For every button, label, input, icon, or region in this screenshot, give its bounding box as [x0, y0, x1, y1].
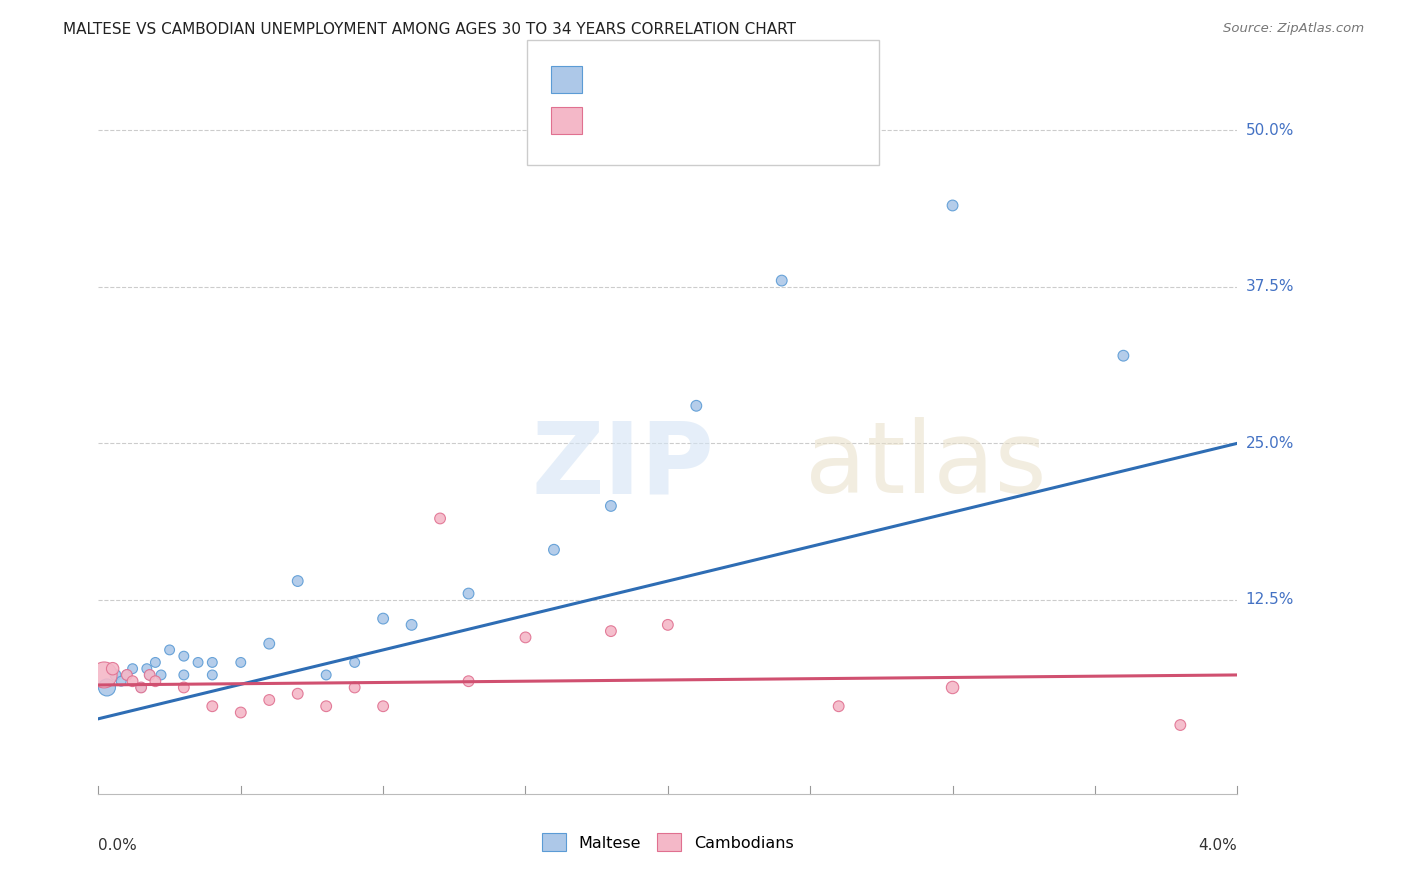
Text: 4.0%: 4.0% [1198, 838, 1237, 853]
Text: atlas: atlas [804, 417, 1046, 514]
Point [457, 674, 479, 689]
Point [315, 668, 337, 682]
Point [201, 656, 224, 670]
Point [315, 699, 337, 714]
Point [1112, 349, 1135, 363]
Point [93, 668, 115, 682]
Point [543, 542, 565, 557]
Point [135, 662, 157, 676]
Text: R = 0.403   N = 30: R = 0.403 N = 30 [591, 72, 747, 87]
Point [287, 687, 309, 701]
Point [600, 624, 623, 639]
Point [1170, 718, 1192, 732]
Text: ZIP: ZIP [531, 417, 714, 514]
Point [343, 656, 366, 670]
Point [121, 674, 143, 689]
Point [600, 499, 623, 513]
Text: 50.0%: 50.0% [1246, 123, 1294, 138]
Text: R = 0.059   N = 23: R = 0.059 N = 23 [591, 113, 747, 128]
Point [145, 674, 167, 689]
Point [115, 668, 138, 682]
Text: MALTESE VS CAMBODIAN UNEMPLOYMENT AMONG AGES 30 TO 34 YEARS CORRELATION CHART: MALTESE VS CAMBODIAN UNEMPLOYMENT AMONG … [63, 22, 796, 37]
Text: 12.5%: 12.5% [1246, 592, 1294, 607]
Point [371, 612, 394, 626]
Point [201, 699, 224, 714]
Point [287, 574, 309, 588]
Text: 0.0%: 0.0% [98, 838, 138, 853]
Point [96, 681, 118, 695]
Point [110, 674, 132, 689]
Point [942, 681, 965, 695]
Text: Source: ZipAtlas.com: Source: ZipAtlas.com [1223, 22, 1364, 36]
Point [229, 706, 252, 720]
Point [371, 699, 394, 714]
Point [187, 656, 209, 670]
Point [150, 668, 173, 682]
Point [121, 662, 143, 676]
Point [515, 631, 537, 645]
Point [173, 649, 195, 664]
Point [229, 656, 252, 670]
Point [657, 618, 679, 632]
Point [104, 668, 127, 682]
Point [101, 662, 124, 676]
Point [115, 668, 138, 682]
Point [457, 586, 479, 600]
Text: 25.0%: 25.0% [1246, 436, 1294, 450]
Point [159, 643, 181, 657]
Point [201, 668, 224, 682]
Point [770, 274, 793, 288]
Point [828, 699, 851, 714]
Point [129, 681, 152, 695]
Point [343, 681, 366, 695]
Point [942, 198, 965, 212]
Point [429, 511, 451, 525]
Point [173, 681, 195, 695]
Legend: Maltese, Cambodians: Maltese, Cambodians [536, 827, 800, 857]
Text: 37.5%: 37.5% [1246, 279, 1294, 294]
Point [138, 668, 160, 682]
Point [259, 637, 281, 651]
Point [138, 668, 160, 682]
Point [129, 681, 152, 695]
Point [145, 656, 167, 670]
Point [685, 399, 707, 413]
Point [173, 668, 195, 682]
Point [259, 693, 281, 707]
Point [401, 618, 423, 632]
